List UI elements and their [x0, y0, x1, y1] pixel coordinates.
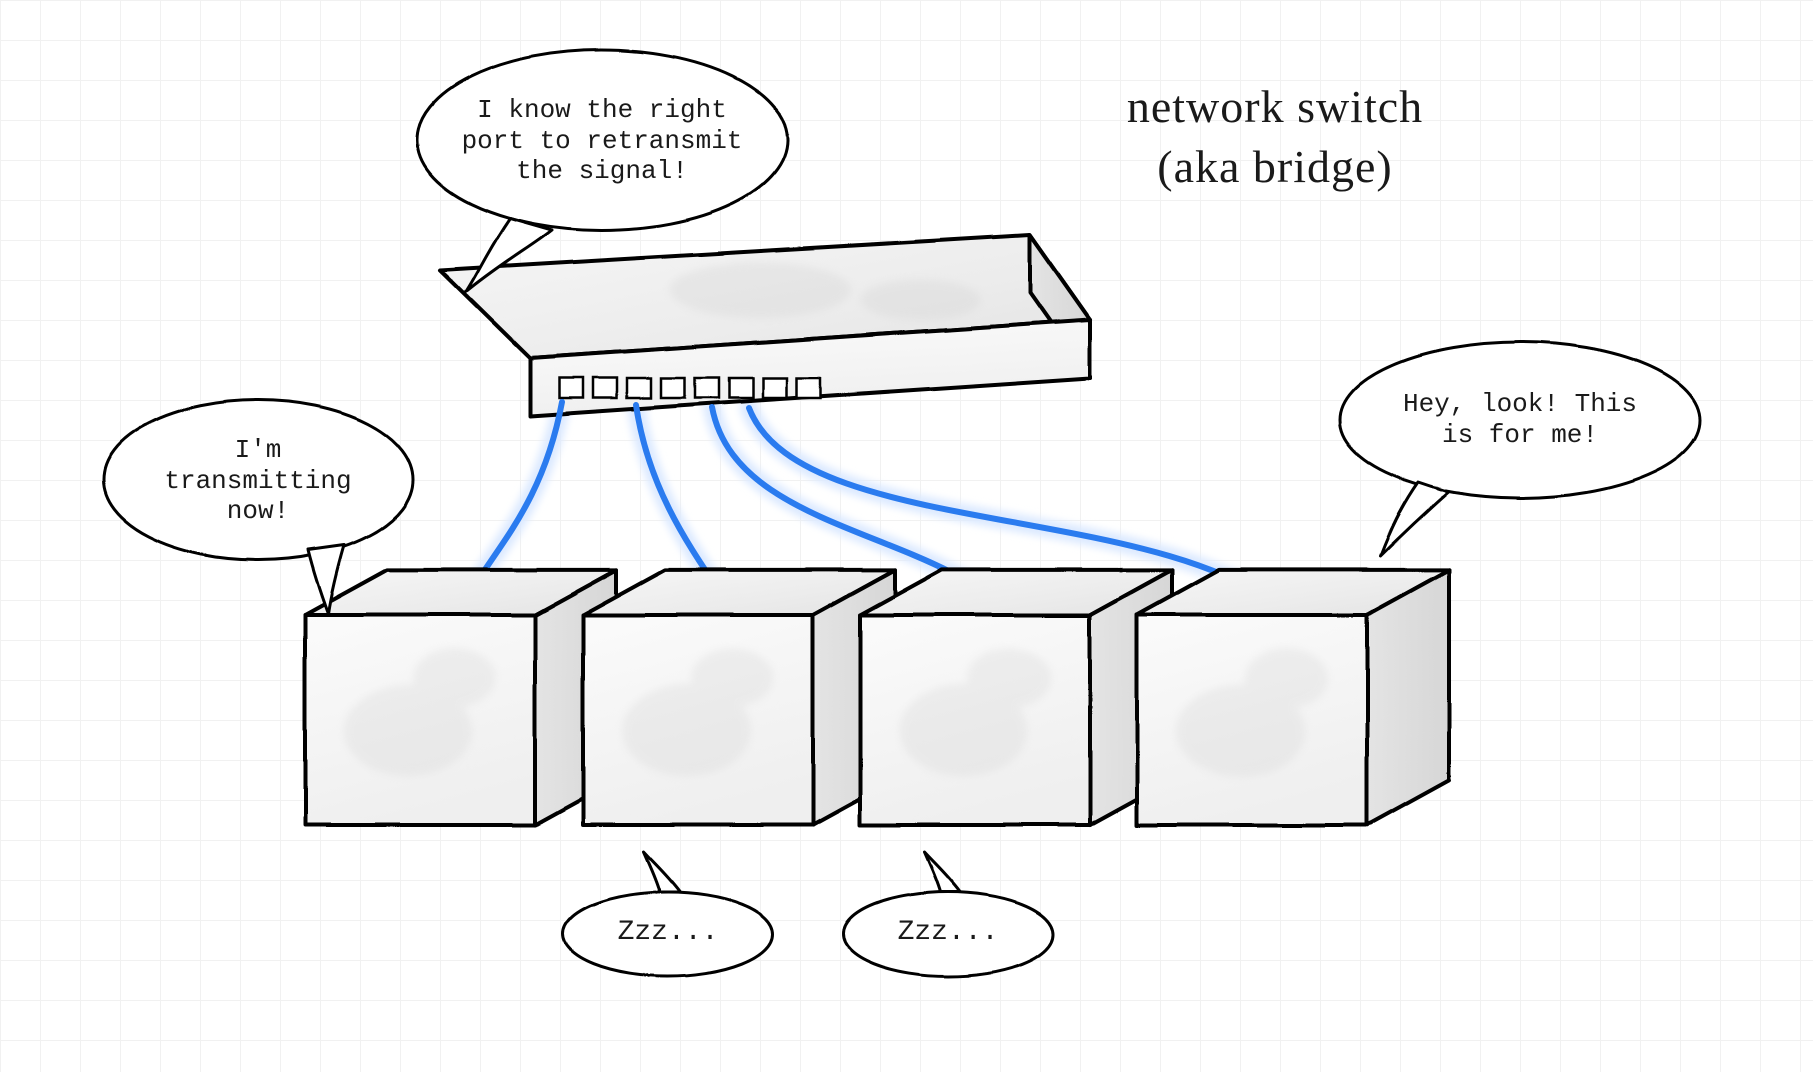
cable-glow-layer [460, 402, 1290, 615]
cable [636, 405, 735, 615]
cable [460, 402, 562, 615]
node3-speech-bubble-text: Zzz... [843, 916, 1053, 949]
diagram-title-line1: network switch [1050, 80, 1500, 133]
cable-glow [460, 402, 562, 615]
node2-speech-bubble-text: Zzz... [563, 916, 773, 949]
cable [749, 408, 1290, 615]
cable-glow [712, 407, 1012, 615]
node1-speech-bubble-text: I'm transmitting now! [103, 435, 413, 527]
node-box-icon [583, 570, 895, 825]
switch-speech-bubble-text: I know the right port to retransmit the … [417, 95, 787, 187]
diagram-canvas [0, 0, 1813, 1072]
node3-speech-bubble [843, 852, 1053, 976]
cable-layer [460, 402, 1290, 615]
node-layer [305, 570, 1449, 825]
node-box-icon [305, 570, 617, 825]
cable-glow [636, 405, 735, 615]
diagram-title-line2: (aka bridge) [1050, 140, 1500, 193]
node4-speech-bubble-text: Hey, look! This is for me! [1340, 389, 1700, 450]
node-box-icon [1137, 570, 1449, 825]
node-box-icon [860, 570, 1172, 825]
cable-glow [749, 408, 1290, 615]
network-switch-icon [440, 235, 1090, 416]
cable [712, 407, 1012, 615]
node2-speech-bubble [563, 852, 773, 976]
